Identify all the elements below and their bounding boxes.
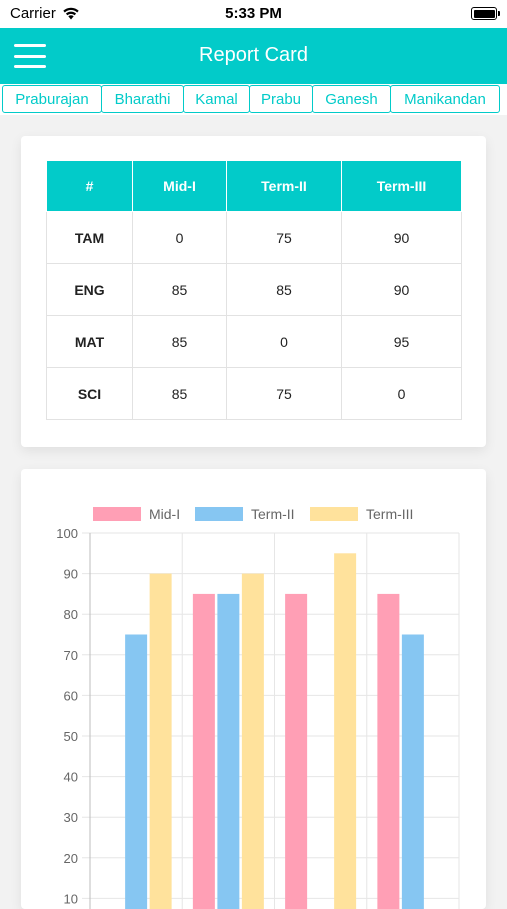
y-tick-label: 40 xyxy=(64,770,78,785)
header-term-ii: Term-II xyxy=(227,161,342,212)
score-cell: 95 xyxy=(342,316,462,368)
marks-bar-chart: Mid-I Term-II Term-III 100 90 80 70 60 50 40 30 20 1… xyxy=(21,469,486,909)
score-cell: 90 xyxy=(342,264,462,316)
subject-cell: SCI xyxy=(47,368,133,420)
table-header-row: # Mid-I Term-II Term-III xyxy=(47,161,462,212)
bar-sci-mid-i xyxy=(377,594,399,909)
score-cell: 85 xyxy=(133,264,227,316)
bar-eng-term-ii xyxy=(217,594,239,909)
bar-tam-term-iii xyxy=(150,574,172,909)
bar-sci-term-ii xyxy=(402,635,424,909)
subject-cell: MAT xyxy=(47,316,133,368)
score-cell: 75 xyxy=(227,212,342,264)
score-cell: 90 xyxy=(342,212,462,264)
legend-swatch xyxy=(310,507,358,521)
status-time: 5:33 PM xyxy=(0,5,507,22)
y-tick-label: 20 xyxy=(64,851,78,866)
score-cell: 75 xyxy=(227,368,342,420)
header-term-iii: Term-III xyxy=(342,161,462,212)
table-row: SCI 85 75 0 xyxy=(47,368,462,420)
table-row: MAT 85 0 95 xyxy=(47,316,462,368)
legend-label: Mid-I xyxy=(149,506,180,522)
bar-tam-term-ii xyxy=(125,635,147,909)
page-title: Report Card xyxy=(0,44,507,67)
y-tick-label: 10 xyxy=(64,891,78,906)
bar-eng-term-iii xyxy=(242,574,264,909)
y-tick-label: 70 xyxy=(64,648,78,663)
bar-mat-term-iii xyxy=(334,553,356,909)
report-table-card: # Mid-I Term-II Term-III TAM 0 75 90 ENG… xyxy=(21,136,486,447)
legend-label: Term-II xyxy=(251,506,295,522)
bar-mat-mid-i xyxy=(285,594,307,909)
score-cell: 0 xyxy=(133,212,227,264)
y-tick-label: 90 xyxy=(64,567,78,582)
legend-swatch xyxy=(195,507,243,521)
header-index: # xyxy=(47,161,133,212)
y-tick-label: 80 xyxy=(64,607,78,622)
table-row: TAM 0 75 90 xyxy=(47,212,462,264)
tab-prabu[interactable]: Prabu xyxy=(249,85,313,113)
subject-cell: ENG xyxy=(47,264,133,316)
header-mid-i: Mid-I xyxy=(133,161,227,212)
report-table: # Mid-I Term-II Term-III TAM 0 75 90 ENG… xyxy=(46,160,462,420)
tab-ganesh[interactable]: Ganesh xyxy=(312,85,391,113)
tab-kamal[interactable]: Kamal xyxy=(183,85,250,113)
app-header: Report Card xyxy=(0,28,507,84)
bar-eng-mid-i xyxy=(193,594,215,909)
y-tick-label: 30 xyxy=(64,810,78,825)
subject-cell: TAM xyxy=(47,212,133,264)
legend-swatch xyxy=(93,507,141,521)
table-row: ENG 85 85 90 xyxy=(47,264,462,316)
report-chart-card: Mid-I Term-II Term-III 100 90 80 70 60 50 40 30 20 1… xyxy=(21,469,486,909)
score-cell: 0 xyxy=(227,316,342,368)
tab-manikandan[interactable]: Manikandan xyxy=(390,85,500,113)
legend-label: Term-III xyxy=(366,506,413,522)
y-tick-label: 60 xyxy=(64,688,78,703)
battery-icon xyxy=(471,7,497,20)
score-cell: 0 xyxy=(342,368,462,420)
tab-bharathi[interactable]: Bharathi xyxy=(101,85,184,113)
score-cell: 85 xyxy=(133,368,227,420)
y-tick-label: 50 xyxy=(64,729,78,744)
score-cell: 85 xyxy=(227,264,342,316)
y-tick-label: 100 xyxy=(56,526,78,541)
score-cell: 85 xyxy=(133,316,227,368)
tab-praburajan[interactable]: Praburajan xyxy=(2,85,102,113)
status-bar: Carrier 5:33 PM xyxy=(0,0,507,28)
